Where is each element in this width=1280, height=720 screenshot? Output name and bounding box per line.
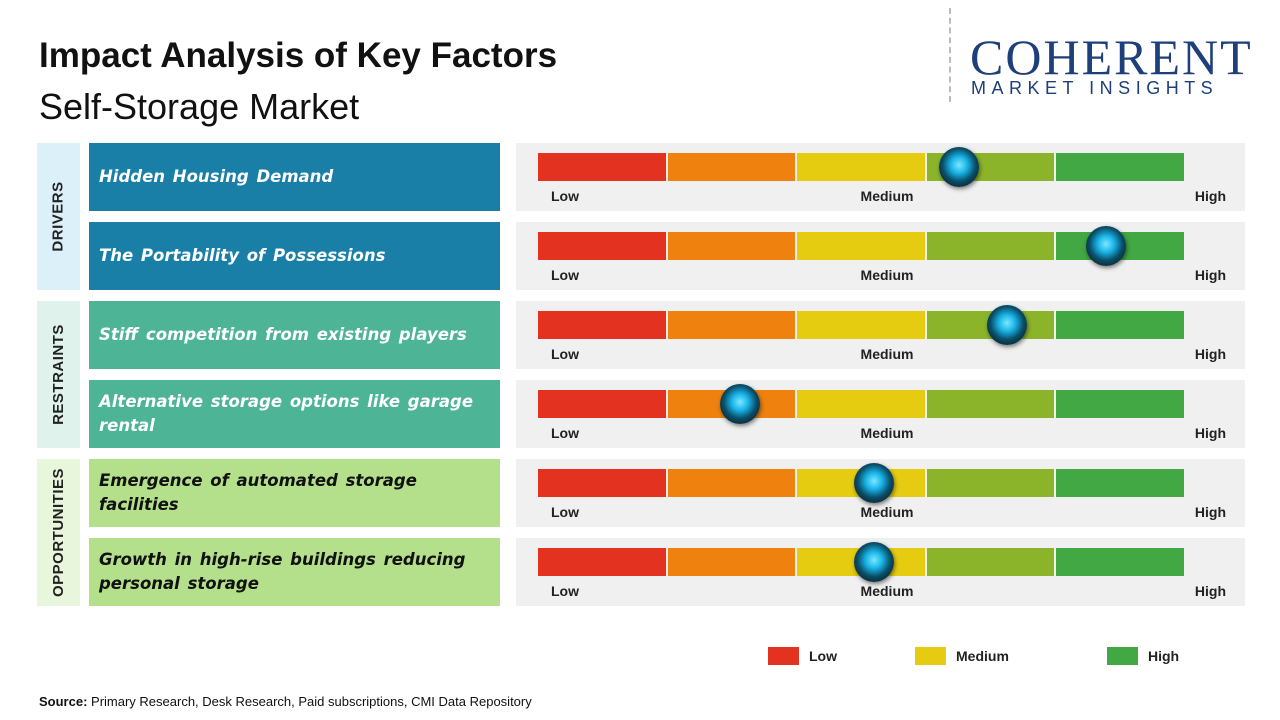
scale-segment [797,311,927,339]
scale-segment [538,311,668,339]
source-label: Source: [39,694,88,709]
scale-segment [1056,390,1186,418]
factor-label: Alternative storage options like garage … [89,380,500,448]
factor-label: Stiff competition from existing players [89,301,500,369]
impact-marker [987,305,1028,345]
legend-label: Medium [956,648,1009,664]
logo-name: COHERENT [970,29,1253,85]
title: Impact Analysis of Key Factors [39,36,558,75]
scale-segment [797,232,927,260]
impact-marker [853,463,894,503]
subtitle: Self-Storage Market [39,86,360,127]
scale-segment [538,390,668,418]
scale-segment [667,311,798,339]
scale-segment [538,232,668,260]
scale-segment [667,469,798,497]
scale-label: High [1194,425,1226,441]
scale-label: Medium [860,583,914,599]
scale-segment [926,232,1057,260]
scale-label: High [1194,346,1226,362]
group-label: RESTRAINTS [37,301,80,448]
scale-label: High [1194,504,1226,520]
group-name: DRIVERS [50,181,67,252]
factor-label: Growth in high-rise buildings reducing p… [89,538,500,606]
source: Source: Primary Research, Desk Research,… [39,694,532,709]
scale-label: High [1194,188,1226,204]
scale-segment [667,548,798,576]
scale-segment [1056,548,1186,576]
scale-label: High [1194,583,1226,599]
scale-label: Medium [860,504,914,520]
scale-label: Low [551,504,579,520]
scale-segment [1056,153,1186,181]
scale-segment [1056,469,1186,497]
legend-swatch [768,647,799,665]
scale-segment [926,390,1057,418]
scale-segment [797,390,927,418]
scale-label: Low [551,583,579,599]
impact-marker [853,542,894,582]
scale-label: High [1194,267,1226,283]
legend-label: High [1148,648,1180,664]
factor-label: Emergence of automated storage facilitie… [89,459,500,527]
scale-label: Low [551,267,579,283]
logo-tagline: MARKET INSIGHTS [971,78,1219,98]
scale-label: Medium [860,425,914,441]
scale-segment [667,153,798,181]
source-text: Primary Research, Desk Research, Paid su… [91,694,532,709]
scale-segment [797,153,927,181]
impact-marker [720,384,761,424]
impact-marker [939,147,980,187]
scale-segment [926,548,1057,576]
scale-segment [538,153,668,181]
scale-segment [667,232,798,260]
divider [949,8,951,102]
group-label: OPPORTUNITIES [37,459,80,606]
group-label: DRIVERS [37,143,80,290]
scale-label: Medium [860,188,914,204]
factor-label: Hidden Housing Demand [89,143,500,211]
factor-label: The Portability of Possessions [89,222,500,290]
legend-label: Low [809,648,837,664]
scale-segment [538,469,668,497]
group-name: OPPORTUNITIES [50,467,68,598]
scale-label: Low [551,188,579,204]
scale-segment [926,469,1057,497]
impact-marker [1085,226,1126,266]
scale-label: Medium [860,346,914,362]
legend-swatch [1107,647,1138,665]
scale-label: Medium [860,267,914,283]
scale-label: Low [551,425,579,441]
legend-swatch [915,647,946,665]
scale-segment [538,548,668,576]
group-name: RESTRAINTS [50,324,67,425]
scale-segment [1056,311,1186,339]
scale-label: Low [551,346,579,362]
